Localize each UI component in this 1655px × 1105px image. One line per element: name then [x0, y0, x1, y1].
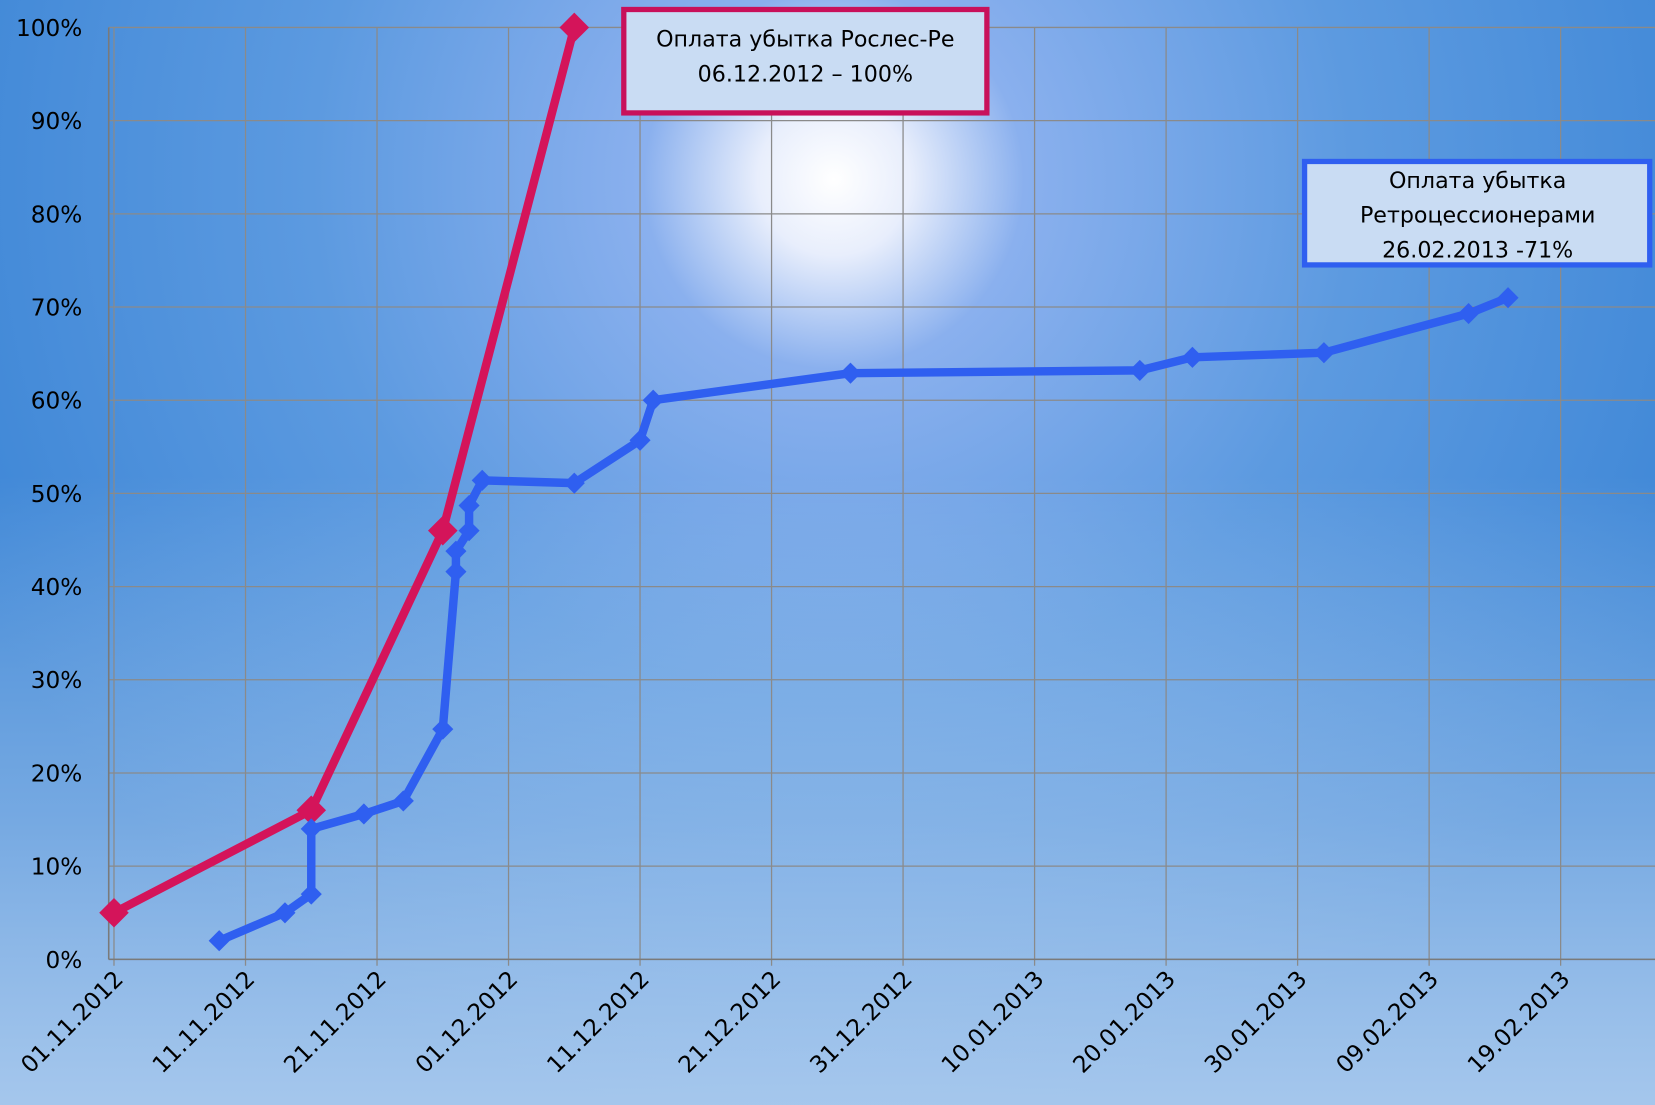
y-tick-label: 0% [46, 947, 83, 974]
annotation-text: 26.02.2013 -71% [1382, 238, 1573, 264]
y-tick-label: 70% [31, 294, 83, 321]
y-tick-label: 30% [31, 667, 83, 694]
annotation-text: Оплата убытка [1389, 168, 1566, 194]
chart: 0%10%20%30%40%50%60%70%80%90%100%01.11.2… [0, 0, 1655, 1105]
annotation-text: 06.12.2012 – 100% [698, 61, 913, 87]
annotation-text: Оплата убытка Рослес-Ре [656, 26, 954, 52]
y-tick-label: 100% [16, 15, 82, 42]
y-tick-label: 40% [31, 574, 83, 601]
y-tick-label: 90% [31, 108, 83, 135]
annotation-text: Ретроцессионерами [1360, 203, 1595, 229]
y-tick-label: 60% [31, 388, 83, 415]
y-tick-label: 10% [31, 854, 83, 881]
y-tick-label: 50% [31, 481, 83, 508]
y-tick-label: 20% [31, 760, 83, 787]
page: {"chart_data": {"type": "line", "xlim": … [0, 0, 1655, 1105]
y-tick-label: 80% [31, 201, 83, 228]
